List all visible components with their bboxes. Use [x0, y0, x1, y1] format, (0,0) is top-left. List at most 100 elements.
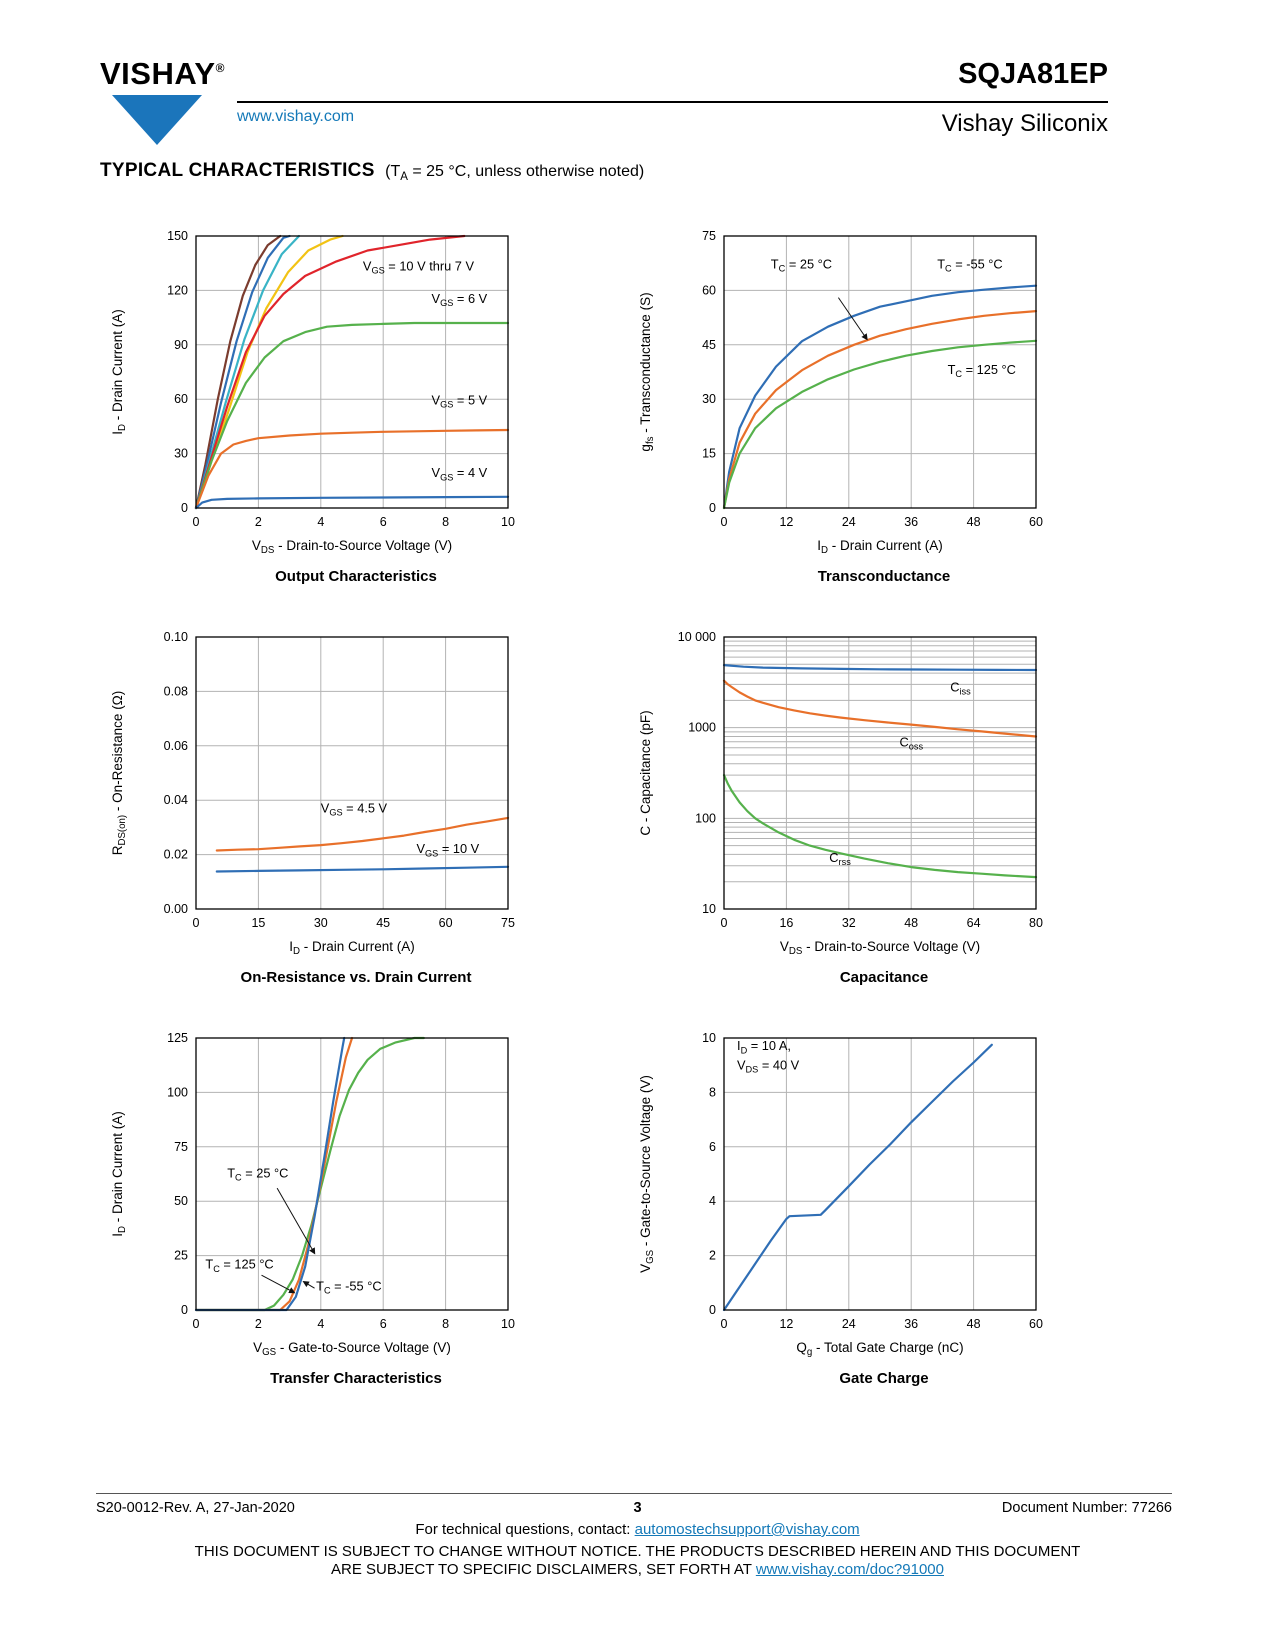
svg-text:Crss: Crss	[829, 850, 851, 867]
svg-text:75: 75	[174, 1140, 188, 1154]
svg-text:4: 4	[317, 1317, 324, 1331]
registered-trademark: ®	[215, 61, 225, 75]
svg-text:1000: 1000	[688, 721, 716, 735]
svg-text:10 000: 10 000	[678, 630, 716, 644]
svg-text:60: 60	[439, 916, 453, 930]
svg-text:VGS = 5 V: VGS = 5 V	[432, 393, 488, 410]
svg-text:VGS - Gate-to-Source Voltage (: VGS - Gate-to-Source Voltage (V)	[638, 1075, 656, 1273]
gate-charge-figure: 0 12 24 36 48 60 0 2 4 6 8 10 Qg - Total Gate Charge…	[624, 1024, 1144, 1387]
svg-text:2: 2	[255, 1317, 262, 1331]
svg-text:Ciss: Ciss	[950, 680, 971, 697]
chart-caption: Capacitance	[839, 969, 929, 986]
svg-text:Qg - Total Gate Charge (nC): Qg - Total Gate Charge (nC)	[796, 1340, 963, 1358]
svg-text:48: 48	[967, 515, 981, 529]
svg-text:30: 30	[702, 392, 716, 406]
svg-text:0: 0	[721, 1317, 728, 1331]
vishay-website-link[interactable]: www.vishay.com	[237, 108, 355, 125]
division-name: Vishay Siliconix	[941, 110, 1108, 137]
on-resistance-chart: 0 15 30 45 60 75 0.00 0.02 0.04 0.06 0.08 0.10 ID - …	[110, 630, 515, 957]
chart-caption: Output Characteristics	[275, 568, 437, 585]
svg-text:90: 90	[174, 338, 188, 352]
vishay-logo: VISHAY®	[100, 56, 225, 145]
svg-text:4: 4	[317, 515, 324, 529]
output-characteristics-chart: 0 2 4 6 8 10 0 30 60 90 120 150 VDS - Drain-to-Sourc…	[110, 229, 515, 556]
svg-text:ID - Drain Current (A): ID - Drain Current (A)	[289, 939, 415, 957]
svg-text:VGS = 10 V: VGS = 10 V	[416, 841, 479, 858]
on-resistance-figure: 0 15 30 45 60 75 0.00 0.02 0.04 0.06 0.08 0.10 ID - …	[96, 623, 616, 986]
svg-text:ID - Drain Current (A): ID - Drain Current (A)	[110, 1111, 128, 1237]
svg-text:TC = -55 °C: TC = -55 °C	[937, 257, 1002, 274]
vishay-wordmark: VISHAY®	[100, 56, 225, 91]
svg-text:VGS - Gate-to-Source Voltage (: VGS - Gate-to-Source Voltage (V)	[253, 1340, 451, 1358]
contact-line: For technical questions, contact: automo…	[0, 1521, 1275, 1538]
svg-text:25: 25	[174, 1249, 188, 1263]
svg-text:10: 10	[702, 1031, 716, 1045]
svg-text:64: 64	[967, 916, 981, 930]
svg-text:10: 10	[501, 1317, 515, 1331]
chart-caption: Gate Charge	[839, 1370, 929, 1387]
disclaimer-prefix: ARE SUBJECT TO SPECIFIC DISCLAIMERS, SET…	[331, 1561, 756, 1578]
capacitance-chart: 0 16 32 48 64 80 10 100 1000 10 000 VDS - Drain-to…	[638, 630, 1043, 957]
disclaimer-link[interactable]: www.vishay.com/doc?91000	[755, 1561, 944, 1578]
svg-text:125: 125	[167, 1031, 188, 1045]
svg-text:8: 8	[709, 1085, 716, 1099]
support-email-link[interactable]: automostechsupport@vishay.com	[634, 1521, 860, 1538]
svg-text:24: 24	[842, 1317, 856, 1331]
document-number: Document Number: 77266	[1001, 1500, 1172, 1516]
svg-text:30: 30	[174, 447, 188, 461]
svg-text:2: 2	[255, 515, 262, 529]
svg-text:60: 60	[702, 283, 716, 297]
vishay-triangle-icon	[112, 95, 202, 145]
header-divider	[237, 101, 1108, 103]
svg-text:gfs - Transconductance (S): gfs - Transconductance (S)	[638, 292, 656, 451]
charts-grid: 0 2 4 6 8 10 0 30 60 90 120 150 VDS - Drain-to-Sourc…	[96, 222, 1144, 1387]
svg-text:ID - Drain Current (A): ID - Drain Current (A)	[110, 309, 128, 435]
svg-text:75: 75	[501, 916, 515, 930]
svg-text:8: 8	[442, 1317, 449, 1331]
disclaimer-line-1: THIS DOCUMENT IS SUBJECT TO CHANGE WITHO…	[194, 1543, 1081, 1560]
section-title: TYPICAL CHARACTERISTICS	[100, 160, 375, 181]
svg-text:48: 48	[904, 916, 918, 930]
svg-text:120: 120	[167, 283, 188, 297]
svg-text:6: 6	[380, 515, 387, 529]
svg-text:8: 8	[442, 515, 449, 529]
svg-text:0: 0	[181, 1303, 188, 1317]
svg-text:VGS = 4 V: VGS = 4 V	[432, 465, 488, 482]
svg-text:VGS = 6 V: VGS = 6 V	[432, 291, 488, 308]
svg-text:24: 24	[842, 515, 856, 529]
svg-text:0.10: 0.10	[164, 630, 188, 644]
part-number: SQJA81EP	[958, 58, 1108, 90]
chart-caption: Transfer Characteristics	[270, 1370, 442, 1387]
svg-text:VDS - Drain-to-Source Voltage: VDS - Drain-to-Source Voltage (V)	[780, 939, 980, 957]
svg-text:0: 0	[193, 1317, 200, 1331]
svg-text:0: 0	[709, 501, 716, 515]
svg-text:30: 30	[314, 916, 328, 930]
revision-text: S20-0012-Rev. A, 27-Jan-2020	[96, 1500, 295, 1516]
svg-text:16: 16	[779, 916, 793, 930]
section-title-row: TYPICAL CHARACTERISTICS (TA = 25 °C, unl…	[100, 160, 644, 183]
svg-text:50: 50	[174, 1194, 188, 1208]
svg-text:TC = 125 °C: TC = 125 °C	[948, 362, 1016, 379]
transconductance-figure: 0 12 24 36 48 60 0 15 30 45 60 75 ID - Drain Current…	[624, 222, 1144, 585]
svg-text:75: 75	[702, 229, 716, 243]
capacitance-figure: 0 16 32 48 64 80 10 100 1000 10 000 VDS - Drain-to…	[624, 623, 1144, 986]
svg-text:Coss: Coss	[900, 734, 924, 751]
output-characteristics-figure: 0 2 4 6 8 10 0 30 60 90 120 150 VDS - Drain-to-Sourc…	[96, 222, 616, 585]
svg-text:4: 4	[709, 1194, 716, 1208]
svg-text:0.08: 0.08	[164, 684, 188, 698]
svg-text:VGS = 10 V thru 7 V: VGS = 10 V thru 7 V	[363, 258, 475, 275]
transconductance-chart: 0 12 24 36 48 60 0 15 30 45 60 75 ID - Drain Current…	[638, 229, 1043, 556]
svg-text:6: 6	[709, 1140, 716, 1154]
svg-text:0.00: 0.00	[164, 902, 188, 916]
svg-text:0.06: 0.06	[164, 739, 188, 753]
svg-text:C - Capacitance (pF): C - Capacitance (pF)	[638, 710, 653, 835]
svg-text:0: 0	[181, 501, 188, 515]
svg-text:150: 150	[167, 229, 188, 243]
svg-text:100: 100	[695, 811, 716, 825]
svg-text:45: 45	[376, 916, 390, 930]
svg-text:12: 12	[779, 515, 793, 529]
svg-text:0: 0	[193, 515, 200, 529]
